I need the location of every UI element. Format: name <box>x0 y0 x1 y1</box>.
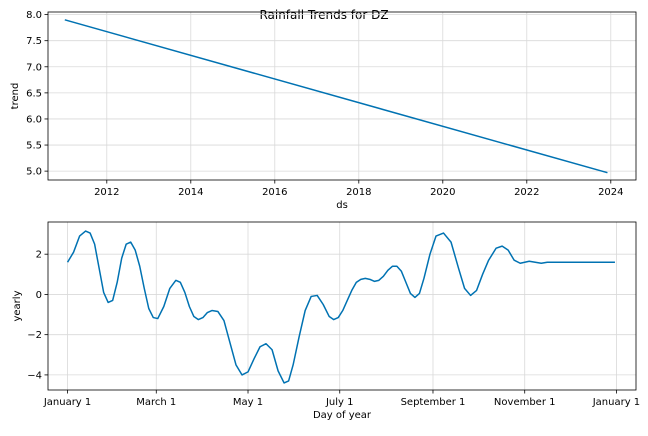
panel0-y-tick-label: 5.0 <box>26 167 42 178</box>
panel0-y-tick-label: 7.5 <box>26 36 42 47</box>
panel0-x-tick-label: 2022 <box>514 187 539 198</box>
panel0-x-tick-label: 2014 <box>178 187 203 198</box>
panel0-x-tick-label: 2016 <box>262 187 287 198</box>
panel1-x-tick-label: January 1 <box>592 397 640 408</box>
panel1-x-tick-label: July 1 <box>325 397 354 408</box>
panel0-x-axis-label: ds <box>336 200 348 211</box>
panel1-x-axis-label: Day of year <box>313 410 372 421</box>
panel0-y-tick-label: 8.0 <box>26 10 42 21</box>
panel1-x-tick-label: January 1 <box>43 397 91 408</box>
panel1-axes-frame <box>47 221 637 391</box>
panel1-x-tick-label: March 1 <box>136 397 176 408</box>
panel0-x-tick-label: 2018 <box>346 187 371 198</box>
panel0-y-tick-label: 6.0 <box>26 114 42 125</box>
panel1-x-tick-label: May 1 <box>233 397 263 408</box>
panel0-y-axis-label: trend <box>10 83 21 110</box>
panel0-y-tick-label: 7.0 <box>26 62 42 73</box>
panel1-y-tick-label: 0 <box>36 290 42 301</box>
trend-panel: 2012 2014 2016 2018 2020 2022 2024 5.0 5.5 6.0 6.5… <box>10 10 637 211</box>
panel1-y-axis-label: yearly <box>12 290 23 321</box>
panel0-x-tick-label: 2020 <box>430 187 455 198</box>
panel1-x-tick-label: September 1 <box>401 397 466 408</box>
panel0-y-tick-label: 5.5 <box>26 141 42 152</box>
panel1-y-tick-label: −2 <box>27 330 42 341</box>
panel1-y-tick-label: −4 <box>27 370 42 381</box>
panel0-axes-frame <box>47 11 637 181</box>
panel1-y-tick-label: 2 <box>36 250 42 261</box>
panel1-x-tick-label: November 1 <box>494 397 556 408</box>
panel0-x-tick-label: 2024 <box>598 187 623 198</box>
panel0-y-tick-label: 6.5 <box>26 88 42 99</box>
panel0-series-line <box>64 19 608 174</box>
yearly-panel: January 1 March 1 May 1 July 1 September 1 No… <box>12 221 640 421</box>
panel0-x-tick-label: 2012 <box>94 187 119 198</box>
panel1-series-line <box>66 230 615 384</box>
